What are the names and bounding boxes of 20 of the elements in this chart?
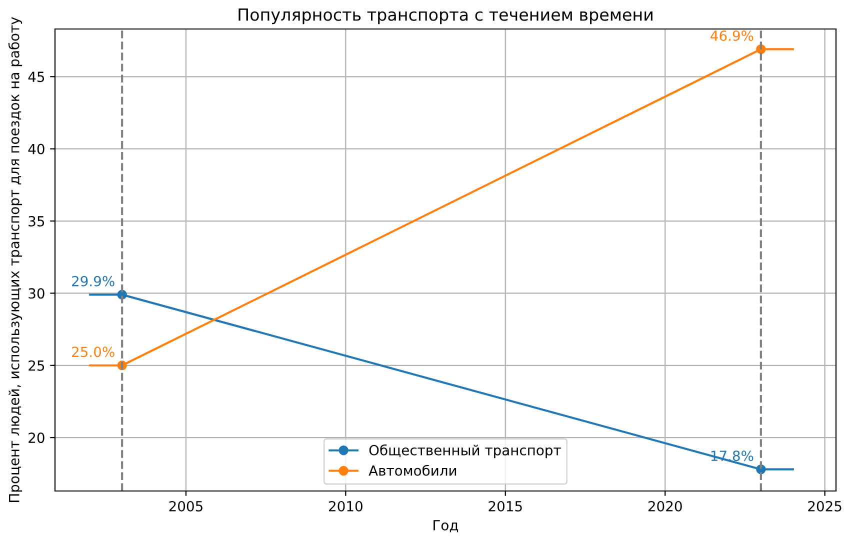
legend-label: Автомобили	[368, 464, 456, 476]
y-tick-label: 25	[28, 360, 44, 371]
y-tick-label: 40	[28, 144, 44, 154]
y-tick-label: 30	[28, 288, 44, 299]
x-tick-label: 2020	[648, 500, 682, 512]
data-label: 17.8%	[711, 450, 754, 462]
y-tick-label: 35	[28, 216, 44, 226]
x-tick-label: 2010	[329, 500, 362, 512]
y-tick-label: 20	[28, 432, 44, 444]
chart-title: Популярность транспорта с течением времени	[238, 8, 652, 24]
y-axis-title: Процент людей, использующих транспорт для поездок на работу	[8, 17, 22, 502]
x-tick-label: 2015	[488, 500, 522, 512]
legend-label: Общественный транспорт	[369, 444, 561, 458]
data-label: 46.9%	[710, 30, 754, 41]
data-label: 25.0%	[72, 346, 114, 358]
x-tick-label: 2025	[808, 500, 842, 512]
y-tick-label: 45	[28, 72, 44, 82]
x-axis-title: Год	[434, 520, 458, 532]
data-label: 29.9%	[72, 276, 114, 286]
x-tick-label: 2005	[169, 500, 202, 512]
